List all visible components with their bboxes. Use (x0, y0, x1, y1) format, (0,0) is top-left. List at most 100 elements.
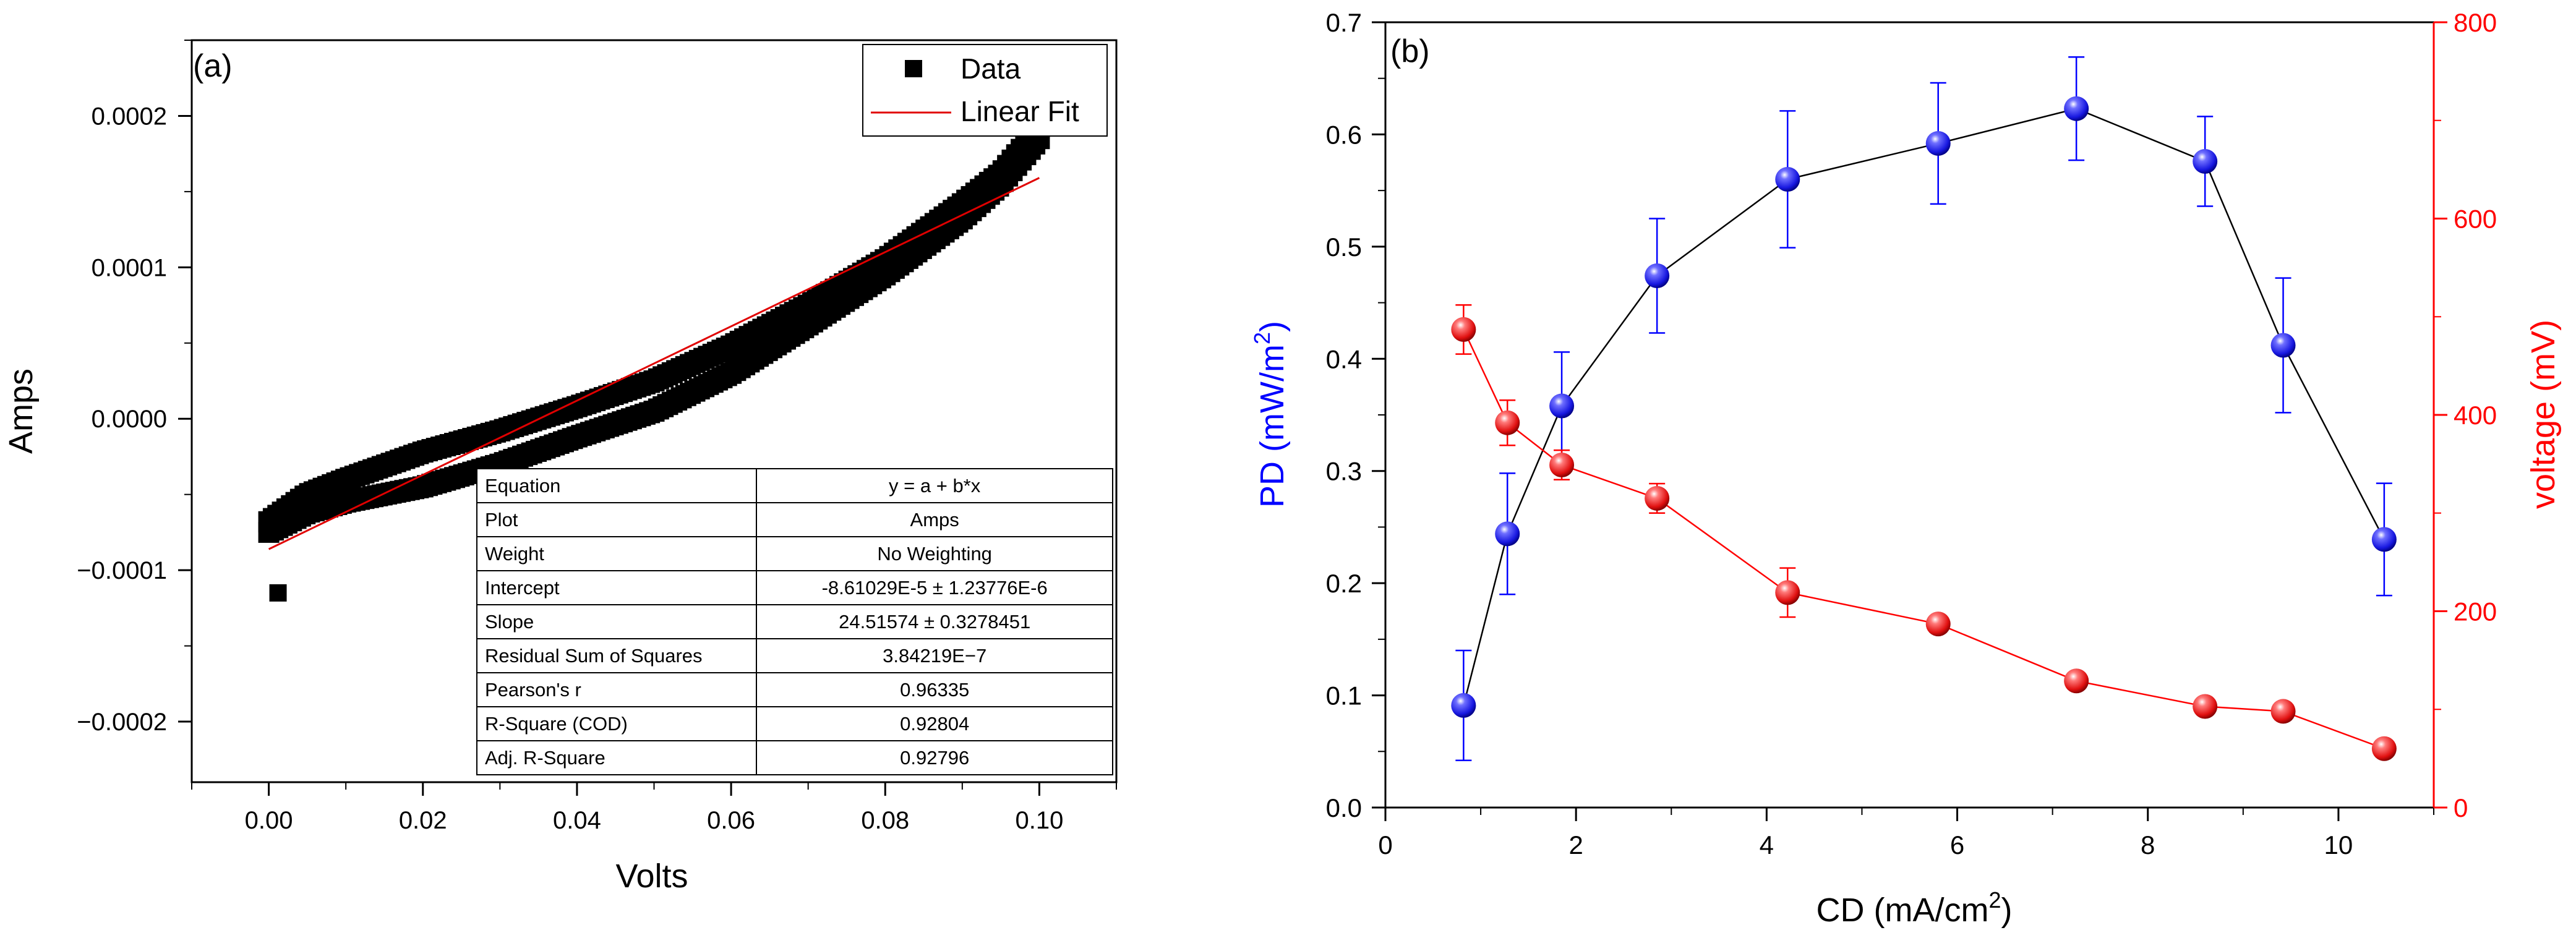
b-right-y-tick-label: 600 (2454, 205, 2497, 234)
b-pd-point (1451, 693, 1476, 718)
b-pd-point (1775, 167, 1800, 192)
fit-table-row: Adj. R-Square 0.92796 (476, 740, 1113, 775)
fit-table-param: Adj. R-Square (476, 740, 758, 775)
panel-b: 0 2 4 6 8 10 0.0 0.1 0.2 0.3 0.4 0.5 0.6 0.7 0 200 400 60… (1249, 8, 2562, 929)
fit-table-row: Pearson's r 0.96335 (476, 672, 1113, 707)
b-pd-point (1645, 263, 1670, 289)
b-voltage-point (2193, 694, 2218, 719)
fit-table-row: Slope 24.51574 ± 0.3278451 (476, 604, 1113, 639)
b-pd-point (2270, 333, 2296, 358)
b-left-y-tick-label: 0.4 (1326, 344, 1362, 373)
b-panel-label: (b) (1390, 33, 1430, 69)
b-left-y-tick-label: 0.0 (1326, 793, 1362, 822)
fit-table-value: Amps (756, 502, 1113, 537)
b-voltage-point (2270, 699, 2296, 724)
b-left-axis-title-close: ) (1254, 321, 1291, 332)
fit-results-table: Equation y = a + b*x Plot Amps Weight No Weig… (476, 468, 1113, 775)
b-pd-point (1495, 521, 1520, 547)
b-x-tick-label: 6 (1950, 830, 1964, 859)
b-left-y-tick-label: 0.1 (1326, 681, 1362, 710)
b-left-y-tick-label: 0.5 (1326, 232, 1362, 262)
fit-table-param: Intercept (476, 570, 758, 605)
a-y-axis-title: Amps (2, 369, 40, 454)
fit-table-value: 0.92796 (756, 740, 1113, 775)
b-x-tick-label: 10 (2324, 830, 2353, 859)
fit-table-row: R-Square (COD) 0.92804 (476, 706, 1113, 741)
a-legend-data-marker (905, 60, 922, 77)
fit-table-value: 3.84219E−7 (756, 638, 1113, 673)
a-legend-box (862, 44, 1108, 137)
a-legend-data-label: Data (961, 53, 1021, 85)
fit-table-value: y = a + b*x (756, 468, 1113, 503)
b-x-tick-label: 4 (1760, 830, 1774, 859)
fit-table-value: No Weighting (756, 536, 1113, 571)
b-x-tick-label: 2 (1569, 830, 1583, 859)
b-left-y-tick-label: 0.6 (1326, 120, 1362, 149)
a-legend: Data Linear Fit (862, 44, 1108, 137)
b-voltage-point (1645, 485, 1670, 511)
b-x-axis-title-main: CD (mA/cm (1816, 892, 1989, 929)
a-x-tick-label: 0.10 (1015, 807, 1063, 834)
b-left-y-tick-label: 0.2 (1326, 569, 1362, 598)
b-voltage-point (1775, 580, 1800, 605)
fit-table-value: -8.61029E-5 ± 1.23776E-6 (756, 570, 1113, 605)
a-panel-label: (a) (193, 48, 233, 84)
b-left-axis-title-main: PD (mW/m (1254, 344, 1291, 508)
a-y-tick-label: −0.0001 (77, 557, 167, 584)
b-x-tick-label: 8 (2141, 830, 2155, 859)
fit-table-param: Plot (476, 502, 758, 537)
b-x-axis-title-close: ) (2001, 892, 2013, 929)
fit-table-param: Weight (476, 536, 758, 571)
fit-table-value: 24.51574 ± 0.3278451 (756, 604, 1113, 639)
b-x-axis-title: CD (mA/cm2) (1816, 887, 2013, 929)
a-x-tick-label: 0.08 (861, 807, 909, 834)
a-data-marks (258, 117, 1050, 602)
b-pd-line (1463, 108, 2385, 706)
fit-table-row: Plot Amps (476, 502, 1113, 537)
b-voltage-point (1495, 410, 1520, 435)
panel-a: 0.00 0.02 0.04 0.06 0.08 0.10 −0.0002 −0.0001 0.… (2, 39, 1118, 895)
fit-table-row: Weight No Weighting (476, 536, 1113, 571)
a-x-axis-title: Volts (615, 858, 688, 895)
b-pd-point (2371, 527, 2397, 552)
b-x-axis-title-sup: 2 (1988, 887, 2001, 913)
b-right-y-tick-label: 800 (2454, 8, 2497, 37)
b-left-axis-title: PD (mW/m2) (1249, 321, 1291, 508)
a-x-tick-label: 0.02 (399, 807, 447, 834)
b-right-y-tick-label: 0 (2454, 793, 2468, 822)
b-data-marks (1451, 56, 2397, 762)
b-axis-ticks: 0 2 4 6 8 10 0.0 0.1 0.2 0.3 0.4 0.5 0.6 0.7 0 200 400 60… (1326, 8, 2497, 859)
fit-results-body: Equation y = a + b*x Plot Amps Weight No Weig… (476, 468, 1113, 775)
a-y-tick-label: 0.0001 (92, 254, 167, 281)
fit-table-param: Slope (476, 604, 758, 639)
fit-table-param: Pearson's r (476, 672, 758, 707)
a-y-tick-label: −0.0002 (77, 709, 167, 736)
b-voltage-point (1925, 612, 1951, 637)
b-left-axis-title-sup: 2 (1249, 332, 1275, 344)
fit-table-param: Equation (476, 468, 758, 503)
b-plot-frame (1384, 21, 2435, 809)
a-y-tick-label: 0.0000 (92, 406, 167, 433)
b-left-y-tick-label: 0.7 (1326, 8, 1362, 37)
fit-table-row: Residual Sum of Squares 3.84219E−7 (476, 638, 1113, 673)
a-axis-ticks: 0.00 0.02 0.04 0.06 0.08 0.10 −0.0002 −0.0001 0.… (77, 40, 1117, 834)
b-right-axis-title: voltage (mV) (2525, 320, 2562, 509)
b-x-tick-label: 0 (1378, 830, 1392, 859)
b-voltage-point (1549, 452, 1575, 477)
b-right-y-tick-label: 200 (2454, 597, 2497, 626)
fit-table-param: R-Square (COD) (476, 706, 758, 741)
b-voltage-point (2371, 736, 2397, 761)
b-pd-point (1549, 393, 1575, 419)
fit-table-row: Equation y = a + b*x (476, 468, 1113, 503)
a-outlier-point (269, 584, 287, 602)
a-legend-fit-label: Linear Fit (961, 95, 1079, 127)
b-right-y-tick-label: 400 (2454, 401, 2497, 430)
b-voltage-point (1451, 317, 1476, 342)
b-left-y-tick-label: 0.3 (1326, 457, 1362, 486)
b-voltage-point (2064, 668, 2089, 694)
b-pd-point (1925, 130, 1951, 156)
fit-table-value: 0.92804 (756, 706, 1113, 741)
a-x-tick-label: 0.06 (707, 807, 755, 834)
a-x-tick-label: 0.00 (245, 807, 293, 834)
